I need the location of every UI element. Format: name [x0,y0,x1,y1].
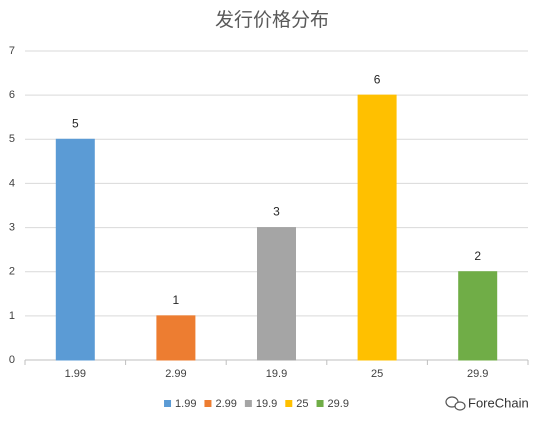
y-tick-label: 1 [9,310,15,322]
y-tick-label: 3 [9,221,15,233]
legend-label: 29.9 [328,398,349,410]
bar [55,138,95,361]
legend-swatch [164,400,172,407]
bar [458,271,498,361]
y-tick-label: 6 [9,89,15,101]
bar [357,94,397,361]
y-tick-label: 4 [9,177,15,189]
chart-title: 发行价格分布 [215,9,329,31]
legend: 1.99 2.99 19.9 25 29.9 [164,398,349,410]
bar [257,227,296,361]
x-tick-label: 25 [371,368,383,380]
legend-swatch [316,400,324,407]
x-tick-label: 2.99 [165,368,186,380]
legend-label: 25 [296,398,308,410]
legend-label: 19.9 [256,398,277,410]
legend-swatch [244,400,252,407]
x-tick-label: 19.9 [266,368,287,380]
x-tick-label: 29.9 [467,368,488,380]
bar [156,315,196,361]
data-label: 6 [374,72,381,86]
y-tick-label: 5 [9,133,15,145]
legend-swatch [285,400,293,407]
data-label: 5 [72,116,79,130]
y-tick-label: 7 [9,45,15,57]
x-tick-label: 1.99 [65,368,86,380]
y-tick-label: 0 [9,354,15,366]
y-tick-label: 2 [9,266,15,278]
legend-label: 1.99 [175,398,196,410]
watermark: ForeChain [468,395,529,410]
data-label: 2 [474,249,481,263]
watermark-icon [445,396,466,411]
data-label: 1 [173,293,180,307]
data-label: 3 [273,205,280,219]
legend-label: 2.99 [215,398,236,410]
legend-swatch [204,400,212,407]
